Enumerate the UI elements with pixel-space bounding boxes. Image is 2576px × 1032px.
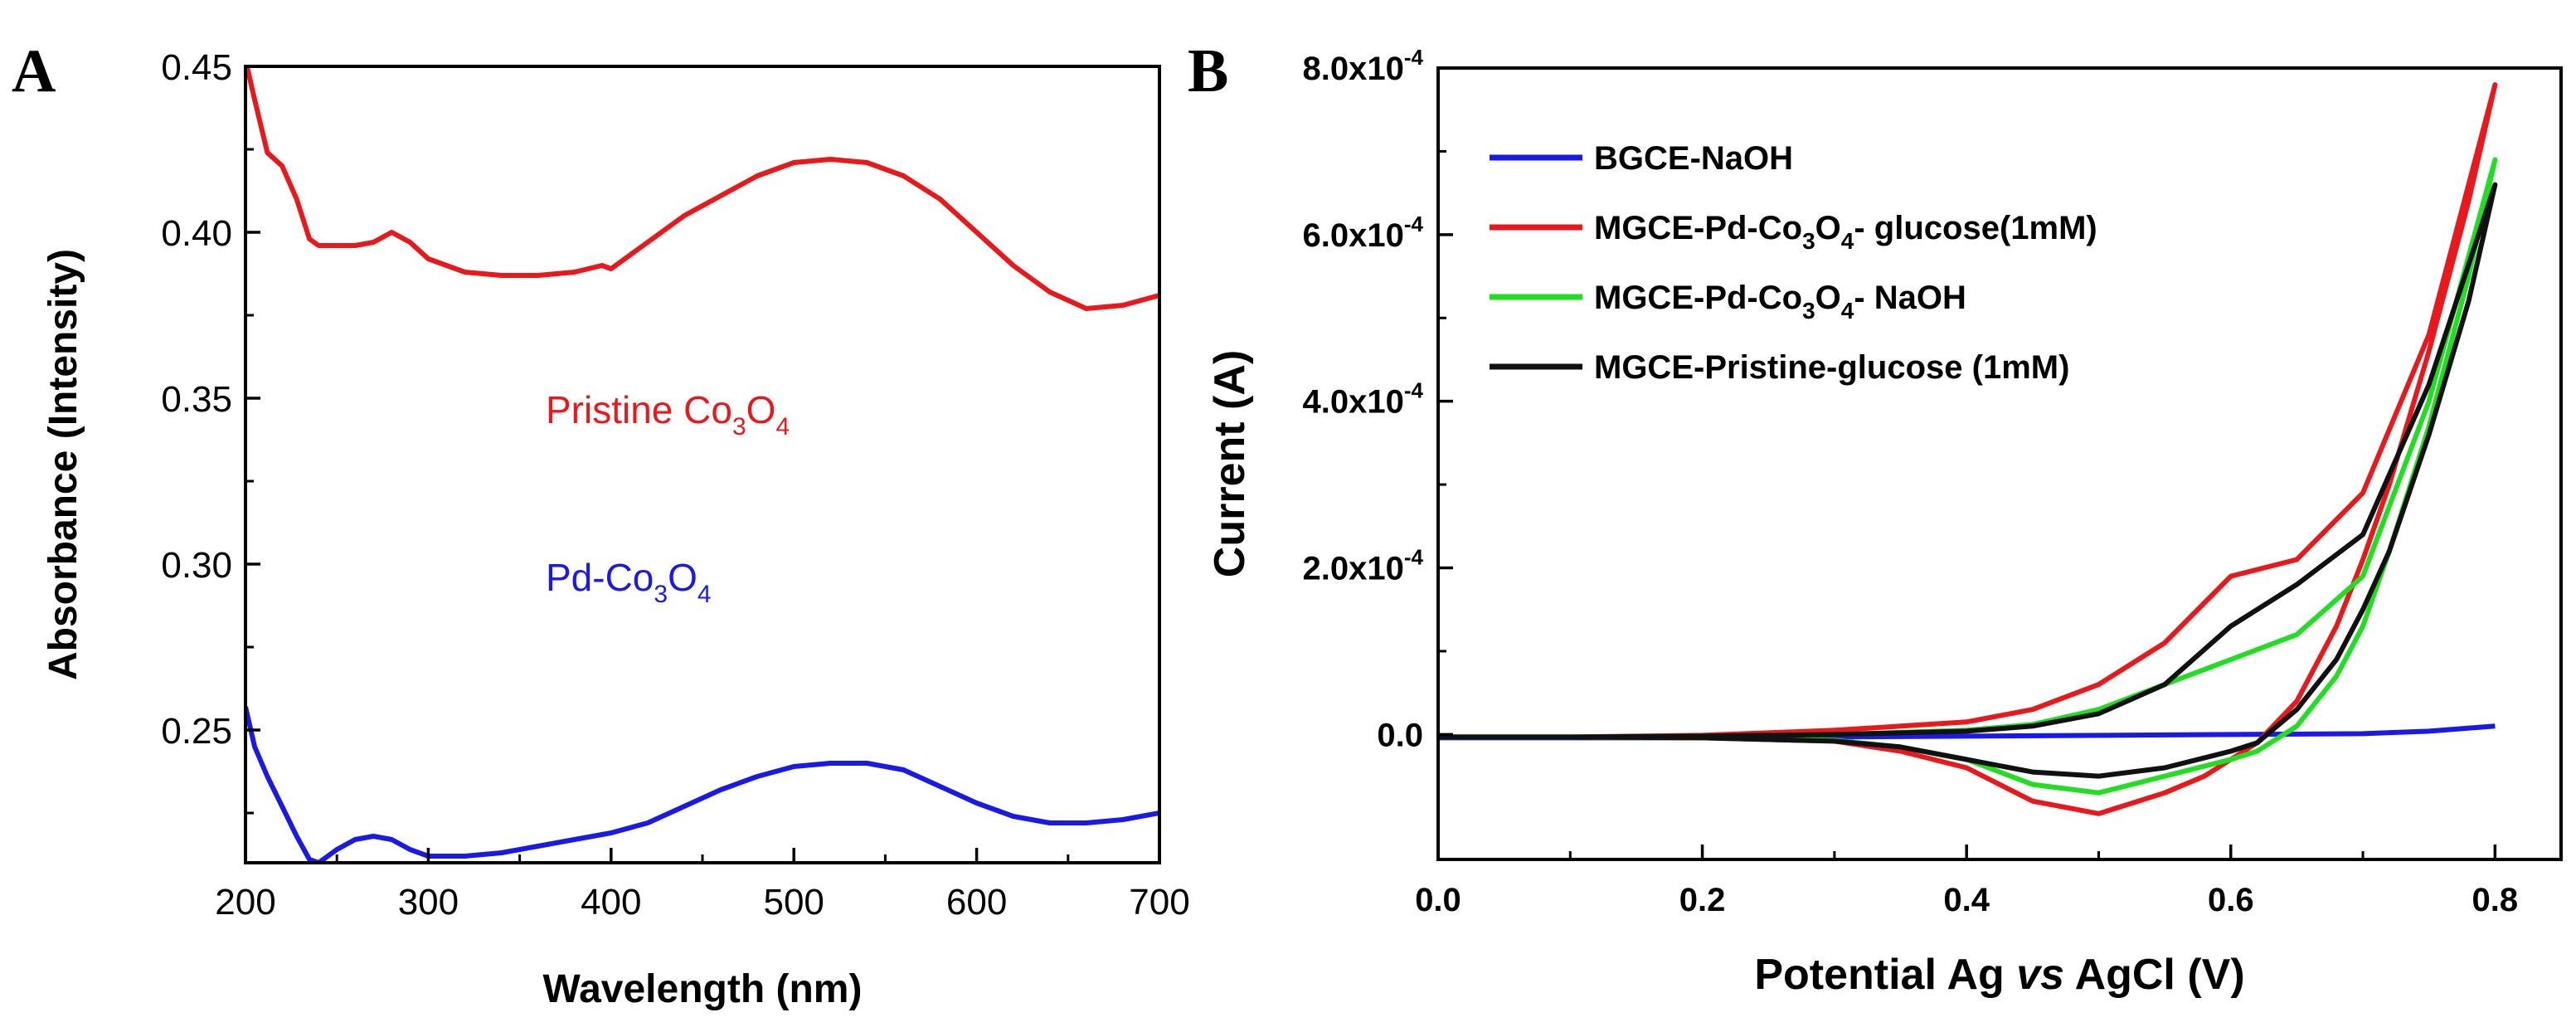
x-tick-label-a: 200 [215, 882, 275, 922]
panel-a-letter: A [12, 37, 56, 105]
series-annotation-a-0: Pristine Co3O4 [546, 388, 790, 441]
y-tick-label-b: 4.0x10-4 [1303, 378, 1424, 421]
y-tick-label-a: 0.40 [161, 213, 232, 254]
x-tick-label-b: 0.4 [1943, 882, 1990, 918]
x-tick-label-a: 400 [581, 882, 641, 922]
series-line-a-1 [245, 706, 1159, 863]
x-tick-label-b: 0.6 [2208, 882, 2254, 918]
series-line-b-1 [1438, 82, 2498, 816]
x-tick-label-a: 700 [1129, 882, 1189, 922]
series-annotation-a-1: Pd-Co3O4 [546, 556, 712, 608]
plot-frame-a [244, 65, 1161, 864]
series-line-a-0 [245, 66, 1159, 311]
y-axis-label-b: Current (A) [1206, 350, 1254, 577]
x-tick-label-b: 0.8 [2472, 882, 2519, 918]
x-tick-label-b: 0.0 [1415, 882, 1461, 918]
y-tick-label-b: 6.0x10-4 [1303, 212, 1424, 254]
x-axis-label-b: Potential Ag vs AgCl (V) [1754, 951, 2244, 999]
legend-entry-b-1: MGCE-Pd-Co3O4- glucose(1mM) [1594, 210, 2097, 254]
y-axis-label-a: Absorbance (Intensity) [41, 249, 85, 680]
x-tick-label-b: 0.2 [1679, 882, 1726, 918]
series-line-b-2 [1438, 157, 2498, 796]
legend-entry-b-3: MGCE-Pristine-glucose (1mM) [1594, 349, 2069, 386]
y-tick-label-b: 2.0x10-4 [1303, 545, 1424, 587]
y-tick-label-b: 0.0 [1377, 717, 1423, 753]
y-tick-label-a: 0.25 [161, 711, 232, 752]
panel-a: A 200 300 400 500 600 700 0.25 0.30 0.35 0.40 0.45 W… [12, 37, 1190, 1011]
y-tick-label-b: 8.0x10-4 [1303, 45, 1424, 87]
series-line-b-3 [1438, 182, 2498, 779]
y-tick-label-a: 0.35 [161, 379, 232, 420]
y-tick-label-a: 0.45 [161, 47, 232, 88]
x-tick-label-a: 500 [763, 882, 824, 922]
x-axis-label-a: Wavelength (nm) [543, 967, 863, 1011]
legend-entry-b-0: BGCE-NaOH [1594, 140, 1793, 177]
x-tick-label-a: 600 [946, 882, 1007, 922]
legend-entry-b-2: MGCE-Pd-Co3O4- NaOH [1594, 280, 1966, 324]
panel-b: B 0.0 0.2 0.4 0.6 0.8 0.0 2.0x10-4 4.0x10-4 6.0x1… [1188, 37, 2563, 999]
panel-b-letter: B [1188, 37, 1228, 105]
x-tick-label-a: 300 [398, 882, 459, 922]
y-tick-label-a: 0.30 [161, 545, 232, 586]
plot-frame-b [1436, 66, 2563, 861]
